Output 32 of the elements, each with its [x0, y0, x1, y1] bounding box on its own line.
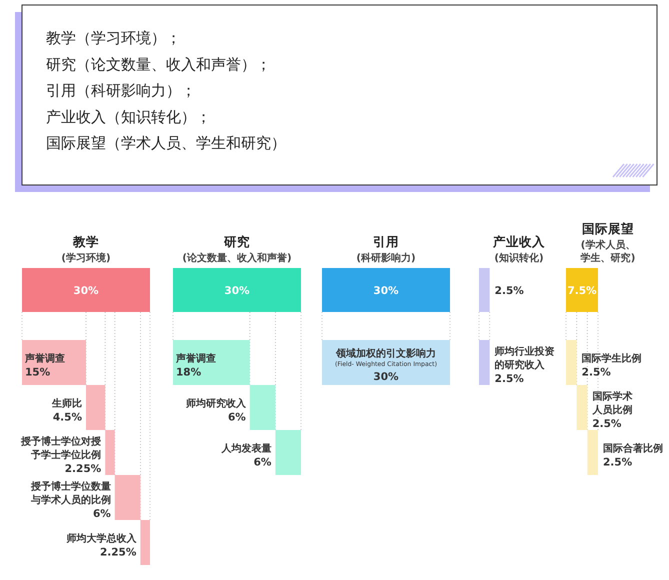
category-label: 人均发表量	[220, 442, 272, 454]
text: 研究（论文数量、收入和声誉）；	[46, 55, 271, 74]
data-label: 30%	[373, 285, 400, 297]
text: (论文数量、收入和声誉)	[182, 252, 292, 264]
data-label: 6%	[254, 456, 272, 468]
text: 引用（科研影响力）；	[46, 82, 196, 100]
data-label: 30%	[373, 371, 400, 384]
data-label: 2.5%	[592, 418, 622, 430]
data-label: 30%	[73, 285, 100, 297]
category-label: 师均大学总收入	[65, 532, 138, 544]
text: 国际展望	[582, 221, 634, 236]
text: (知识转化)	[494, 252, 544, 264]
category-label: 国际合著比例	[603, 442, 663, 454]
text: (学习环境)	[61, 252, 111, 264]
data-label: 2.5%	[494, 373, 524, 385]
data-label: 2.5%	[603, 456, 633, 468]
text: (科研影响力)	[356, 252, 416, 264]
text: 国际展望（学术人员、学生和研究）	[46, 134, 286, 152]
text: 研究	[223, 234, 250, 249]
text: 产业收入（知识转化）；	[46, 108, 211, 126]
category-label: 国际学生比例	[582, 352, 642, 364]
data-label: 2.25%	[100, 546, 137, 558]
text: 产业收入	[492, 234, 546, 249]
data-label: 7.5%	[567, 285, 598, 297]
text: 教学	[72, 234, 99, 249]
data-label: 2.5%	[494, 285, 524, 297]
category-label: 国际学术人员比例	[591, 390, 634, 416]
category-label: 师均行业投资的研究收入	[494, 346, 555, 371]
data-label: 30%	[224, 285, 250, 297]
text: 教学（学习环境）；	[46, 29, 181, 47]
text: 引用	[373, 234, 399, 249]
text: (学术人员、学生、研究)	[580, 239, 636, 264]
